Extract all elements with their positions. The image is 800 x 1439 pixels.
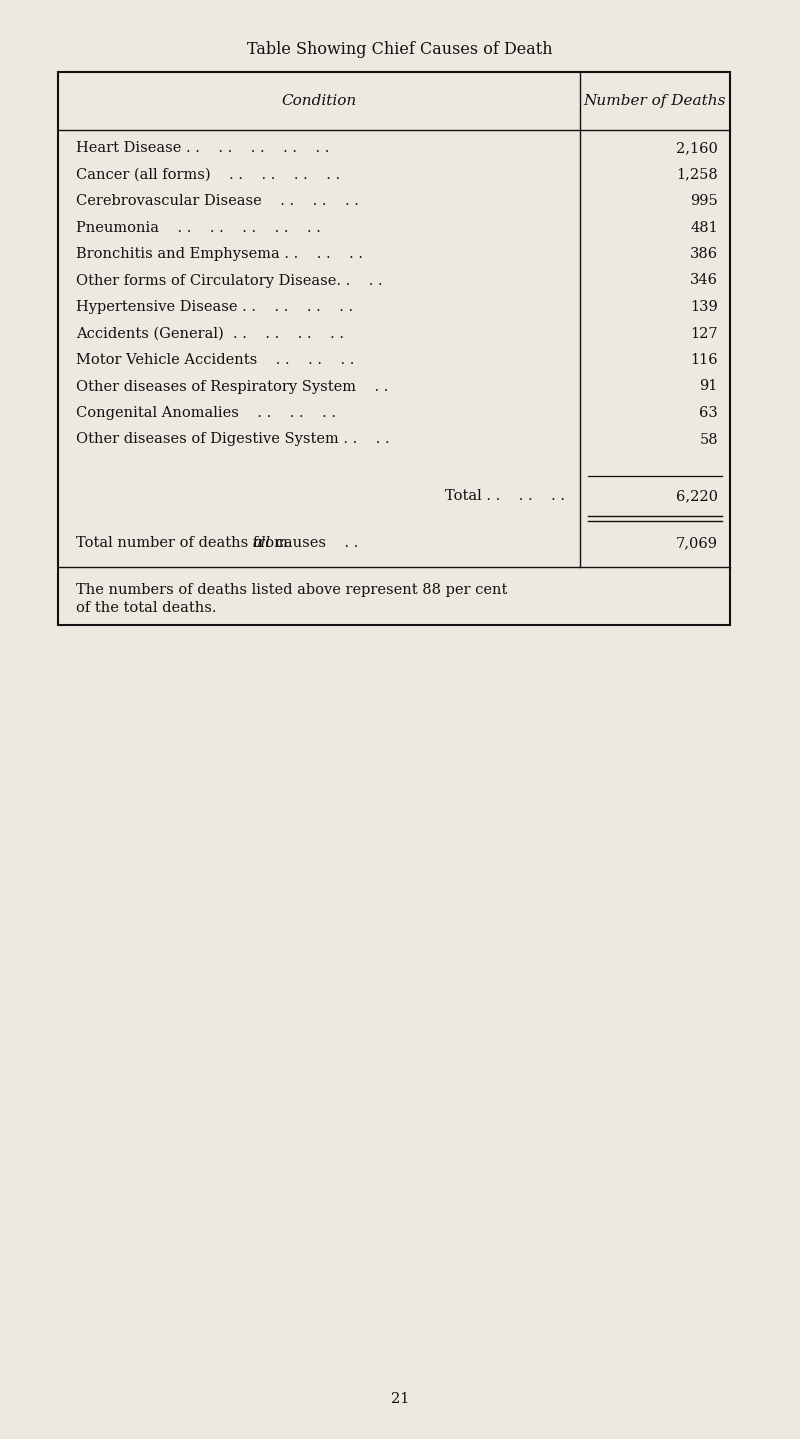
Text: 386: 386 (690, 248, 718, 260)
Text: Total . .    . .    . .: Total . . . . . . (445, 489, 565, 504)
Text: Number of Deaths: Number of Deaths (584, 94, 726, 108)
Text: 116: 116 (690, 353, 718, 367)
Text: Pneumonia    . .    . .    . .    . .    . .: Pneumonia . . . . . . . . . . (76, 220, 321, 235)
Text: Table Showing Chief Causes of Death: Table Showing Chief Causes of Death (247, 42, 553, 59)
Text: Bronchitis and Emphysema . .    . .    . .: Bronchitis and Emphysema . . . . . . (76, 248, 363, 260)
Text: 63: 63 (699, 406, 718, 420)
Text: Hypertensive Disease . .    . .    . .    . .: Hypertensive Disease . . . . . . . . (76, 299, 353, 314)
Text: Accidents (General)  . .    . .    . .    . .: Accidents (General) . . . . . . . . (76, 327, 344, 341)
Bar (58, 72, 730, 625)
Text: all: all (253, 535, 270, 550)
Text: 58: 58 (699, 433, 718, 446)
Text: 127: 127 (690, 327, 718, 341)
Text: 2,160: 2,160 (676, 141, 718, 155)
Text: 346: 346 (690, 273, 718, 288)
Text: Other diseases of Digestive System . .    . .: Other diseases of Digestive System . . .… (76, 433, 390, 446)
Text: Other forms of Circulatory Disease. .    . .: Other forms of Circulatory Disease. . . … (76, 273, 382, 288)
Text: Condition: Condition (282, 94, 357, 108)
Text: Total number of deaths from: Total number of deaths from (76, 535, 293, 550)
Text: 91: 91 (700, 380, 718, 393)
Text: 21: 21 (391, 1392, 409, 1406)
Text: Congenital Anomalies    . .    . .    . .: Congenital Anomalies . . . . . . (76, 406, 336, 420)
Text: 995: 995 (690, 194, 718, 209)
Text: causes    . .: causes . . (271, 535, 358, 550)
Text: Other diseases of Respiratory System    . .: Other diseases of Respiratory System . . (76, 380, 388, 393)
Text: 7,069: 7,069 (676, 535, 718, 550)
Text: Cancer (all forms)    . .    . .    . .    . .: Cancer (all forms) . . . . . . . . (76, 167, 340, 181)
Text: 139: 139 (690, 299, 718, 314)
Text: The numbers of deaths listed above represent 88 per cent: The numbers of deaths listed above repre… (76, 583, 507, 597)
Text: 481: 481 (690, 220, 718, 235)
Text: Motor Vehicle Accidents    . .    . .    . .: Motor Vehicle Accidents . . . . . . (76, 353, 354, 367)
Text: 1,258: 1,258 (676, 167, 718, 181)
Text: Cerebrovascular Disease    . .    . .    . .: Cerebrovascular Disease . . . . . . (76, 194, 359, 209)
Text: Heart Disease . .    . .    . .    . .    . .: Heart Disease . . . . . . . . . . (76, 141, 330, 155)
Text: 6,220: 6,220 (676, 489, 718, 504)
Text: of the total deaths.: of the total deaths. (76, 602, 217, 614)
